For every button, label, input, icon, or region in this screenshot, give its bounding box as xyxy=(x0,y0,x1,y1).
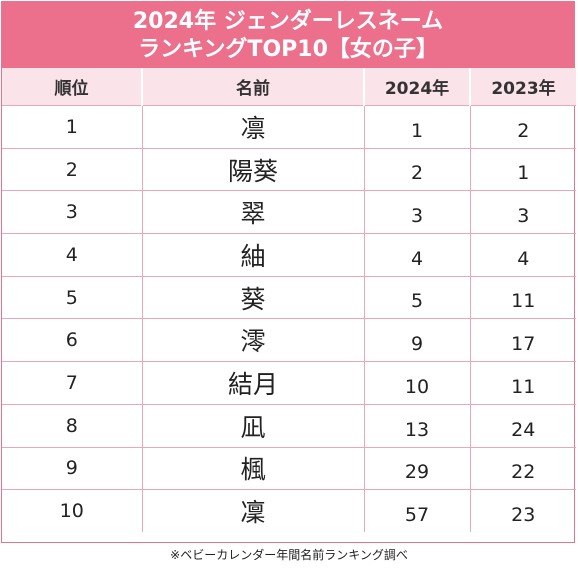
name-cell: 澪 xyxy=(142,318,365,362)
header-2023: 2023年 xyxy=(470,68,576,106)
rank-cell: 9 xyxy=(2,446,143,490)
header-name: 名前 xyxy=(142,68,365,106)
rank-2023-cell: 23 xyxy=(470,489,576,533)
ranking-body: 1 凛 1 2 2 陽葵 2 1 3 翠 3 3 4 紬 4 4 xyxy=(2,105,576,533)
rank-2024-cell: 4 xyxy=(364,233,471,277)
header-rank: 順位 xyxy=(2,68,143,106)
table-row: 2 陽葵 2 1 xyxy=(2,147,576,191)
rank-cell: 6 xyxy=(2,318,143,362)
rank-2023-cell: 24 xyxy=(470,403,576,447)
rank-cell: 3 xyxy=(2,190,143,234)
name-cell: 結月 xyxy=(142,361,365,405)
rank-cell: 2 xyxy=(2,147,143,191)
header-row: 順位 名前 2024年 2023年 xyxy=(2,68,576,106)
source-note: ※ベビーカレンダー年間名前ランキング調べ xyxy=(170,548,408,562)
table-row: 7 結月 10 11 xyxy=(2,361,576,405)
rank-2024-cell: 13 xyxy=(364,403,471,447)
name-cell: 凛 xyxy=(142,105,365,149)
rank-2023-cell: 17 xyxy=(470,318,576,362)
table-row: 1 凛 1 2 xyxy=(2,105,576,149)
table-row: 4 紬 4 4 xyxy=(2,233,576,277)
rank-2023-cell: 2 xyxy=(470,105,576,149)
rank-cell: 5 xyxy=(2,275,143,319)
table-row: 3 翠 3 3 xyxy=(2,190,576,234)
rank-2024-cell: 9 xyxy=(364,318,471,362)
table-row: 10 凜 57 23 xyxy=(2,489,576,533)
rank-2024-cell: 29 xyxy=(364,446,471,490)
ranking-table: 順位 名前 2024年 2023年 1 凛 1 2 2 陽葵 2 1 3 翠 xyxy=(2,68,576,533)
rank-2024-cell: 57 xyxy=(364,489,471,533)
name-cell: 紬 xyxy=(142,233,365,277)
rank-2024-cell: 1 xyxy=(364,105,471,149)
title-line-2: ランキングTOP10【女の子】 xyxy=(138,37,438,62)
table-row: 9 楓 29 22 xyxy=(2,446,576,490)
rank-2023-cell: 22 xyxy=(470,446,576,490)
ranking-frame: 2024年 ジェンダーレスネーム ランキングTOP10【女の子】 順位 名前 2… xyxy=(1,1,576,543)
rank-2023-cell: 4 xyxy=(470,233,576,277)
name-cell: 翠 xyxy=(142,190,365,234)
table-row: 8 凪 13 24 xyxy=(2,403,576,447)
rank-2023-cell: 3 xyxy=(470,190,576,234)
rank-2023-cell: 1 xyxy=(470,147,576,191)
rank-cell: 10 xyxy=(2,489,143,533)
rank-2024-cell: 2 xyxy=(364,147,471,191)
header-2024: 2024年 xyxy=(364,68,471,106)
rank-cell: 4 xyxy=(2,233,143,277)
rank-2024-cell: 3 xyxy=(364,190,471,234)
rank-cell: 1 xyxy=(2,105,143,149)
rank-2023-cell: 11 xyxy=(470,275,576,319)
name-cell: 葵 xyxy=(142,275,365,319)
title-line-1: 2024年 ジェンダーレスネーム xyxy=(132,9,444,34)
rank-2024-cell: 10 xyxy=(364,361,471,405)
rank-cell: 8 xyxy=(2,403,143,447)
table-row: 5 葵 5 11 xyxy=(2,275,576,319)
rank-cell: 7 xyxy=(2,361,143,405)
name-cell: 凪 xyxy=(142,403,365,447)
name-cell: 楓 xyxy=(142,446,365,490)
title-bar: 2024年 ジェンダーレスネーム ランキングTOP10【女の子】 xyxy=(2,2,574,68)
table-row: 6 澪 9 17 xyxy=(2,318,576,362)
rank-2024-cell: 5 xyxy=(364,275,471,319)
name-cell: 凜 xyxy=(142,489,365,533)
name-cell: 陽葵 xyxy=(142,147,365,191)
rank-2023-cell: 11 xyxy=(470,361,576,405)
